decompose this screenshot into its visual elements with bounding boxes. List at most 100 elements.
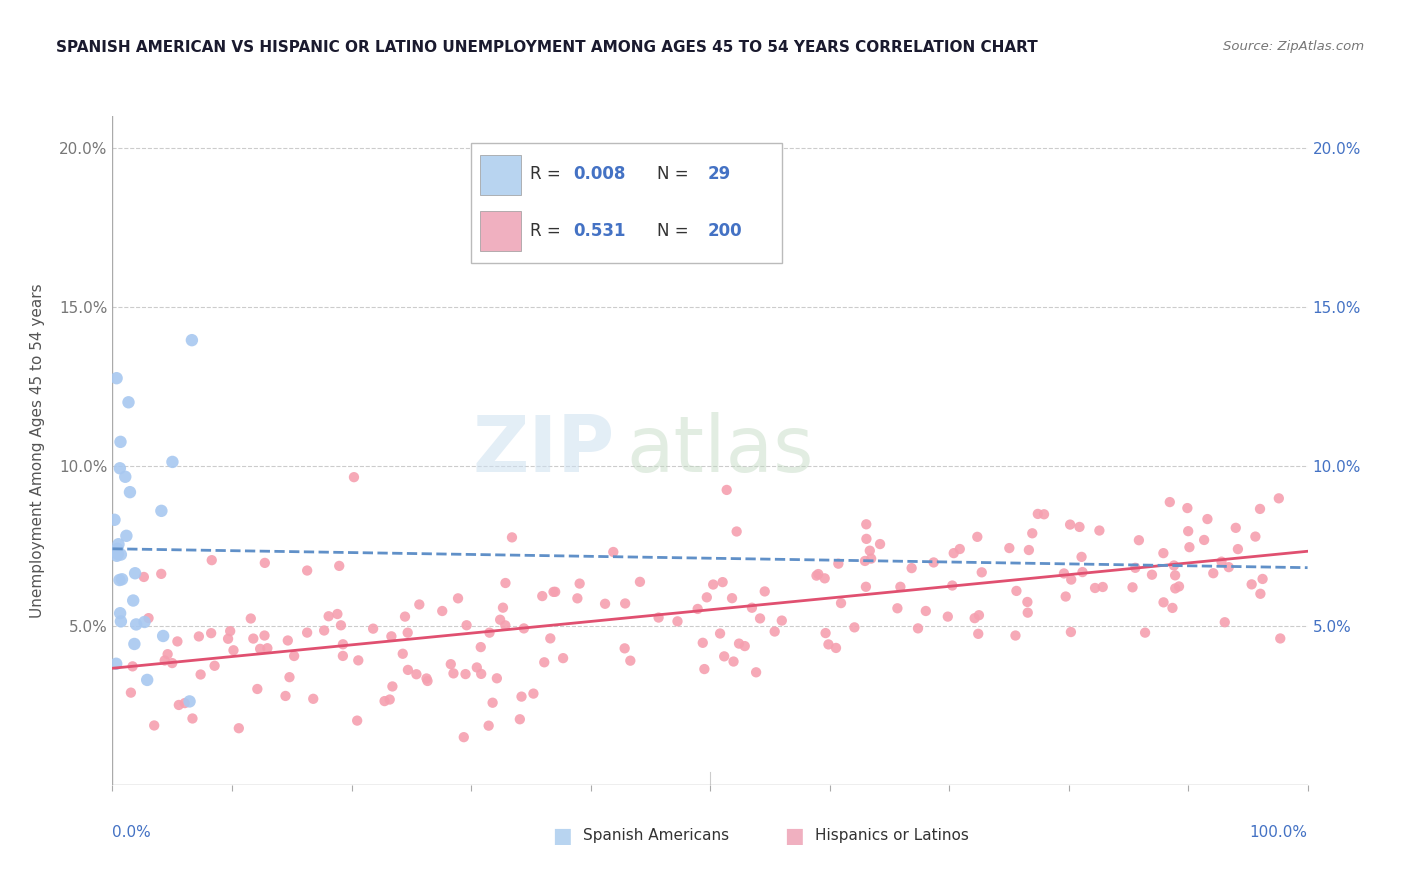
- Point: [124, 637, 146, 651]
- Point: [510, 690, 533, 704]
- Point: [478, 625, 501, 640]
- Point: [440, 657, 463, 672]
- Point: [456, 618, 478, 632]
- Point: [217, 632, 239, 646]
- Point: [326, 607, 349, 621]
- Point: [886, 601, 908, 615]
- Point: [716, 483, 738, 497]
- Point: [807, 567, 830, 582]
- Point: [1026, 507, 1049, 521]
- Point: [1270, 632, 1292, 646]
- Point: [432, 604, 454, 618]
- Point: [1091, 580, 1114, 594]
- Point: [201, 553, 224, 567]
- Text: Spanish Americans: Spanish Americans: [583, 829, 730, 843]
- Point: [728, 637, 751, 651]
- Point: [855, 532, 877, 546]
- Point: [494, 618, 516, 632]
- Point: [1159, 495, 1181, 509]
- Point: [509, 712, 531, 726]
- Point: [1177, 501, 1199, 516]
- Point: [1054, 590, 1077, 604]
- Point: [302, 691, 325, 706]
- Point: [936, 609, 959, 624]
- Point: [277, 633, 299, 648]
- Point: [1164, 582, 1187, 596]
- Point: [470, 666, 492, 681]
- Point: [153, 653, 176, 667]
- Point: [246, 681, 269, 696]
- Point: [1161, 601, 1184, 615]
- Point: [114, 469, 136, 483]
- Point: [513, 621, 536, 635]
- Point: [741, 600, 763, 615]
- Text: Hispanics or Latinos: Hispanics or Latinos: [815, 829, 969, 843]
- Point: [860, 551, 883, 566]
- Text: 0.531: 0.531: [574, 221, 626, 240]
- Point: [1153, 595, 1175, 609]
- Point: [602, 545, 624, 559]
- Point: [749, 611, 772, 625]
- Point: [1060, 573, 1083, 587]
- Text: 200: 200: [707, 221, 742, 240]
- Point: [1197, 512, 1219, 526]
- Point: [110, 615, 132, 629]
- Point: [415, 672, 437, 686]
- Point: [614, 597, 637, 611]
- Point: [693, 662, 716, 676]
- Point: [967, 608, 990, 623]
- Point: [817, 637, 839, 651]
- Point: [855, 580, 877, 594]
- Point: [105, 657, 128, 671]
- Point: [593, 597, 616, 611]
- Point: [723, 655, 745, 669]
- Point: [745, 665, 768, 680]
- Point: [1059, 517, 1081, 532]
- Point: [478, 719, 501, 733]
- Point: [156, 647, 179, 661]
- Text: 100.0%: 100.0%: [1250, 825, 1308, 840]
- Point: [1033, 508, 1056, 522]
- Point: [132, 570, 155, 584]
- Point: [1084, 581, 1107, 595]
- Point: [167, 698, 190, 712]
- Point: [374, 694, 396, 708]
- Point: [485, 671, 508, 685]
- Point: [318, 609, 340, 624]
- Point: [187, 629, 209, 643]
- Text: R =: R =: [530, 221, 567, 240]
- Point: [329, 618, 352, 632]
- Point: [814, 626, 837, 640]
- Point: [1004, 628, 1026, 642]
- Point: [734, 639, 756, 653]
- Point: [1128, 533, 1150, 548]
- Point: [859, 543, 882, 558]
- Point: [619, 654, 641, 668]
- Point: [125, 617, 148, 632]
- Point: [963, 611, 986, 625]
- Point: [408, 598, 430, 612]
- Point: [347, 653, 370, 667]
- Point: [544, 584, 567, 599]
- Text: 29: 29: [707, 165, 730, 183]
- Point: [711, 575, 734, 590]
- Text: atlas: atlas: [627, 412, 814, 489]
- Point: [470, 640, 492, 654]
- Point: [531, 589, 554, 603]
- Point: [1249, 502, 1271, 516]
- Point: [295, 625, 318, 640]
- Point: [117, 395, 139, 409]
- Point: [465, 660, 488, 674]
- Point: [1060, 625, 1083, 640]
- Point: [1240, 577, 1263, 591]
- Point: [118, 485, 141, 500]
- Point: [115, 529, 138, 543]
- Point: [278, 670, 301, 684]
- Point: [103, 513, 125, 527]
- Point: [1017, 595, 1039, 609]
- Point: [1218, 560, 1240, 574]
- Point: [239, 611, 262, 625]
- Point: [283, 648, 305, 663]
- Text: ■: ■: [785, 826, 804, 846]
- Point: [763, 624, 786, 639]
